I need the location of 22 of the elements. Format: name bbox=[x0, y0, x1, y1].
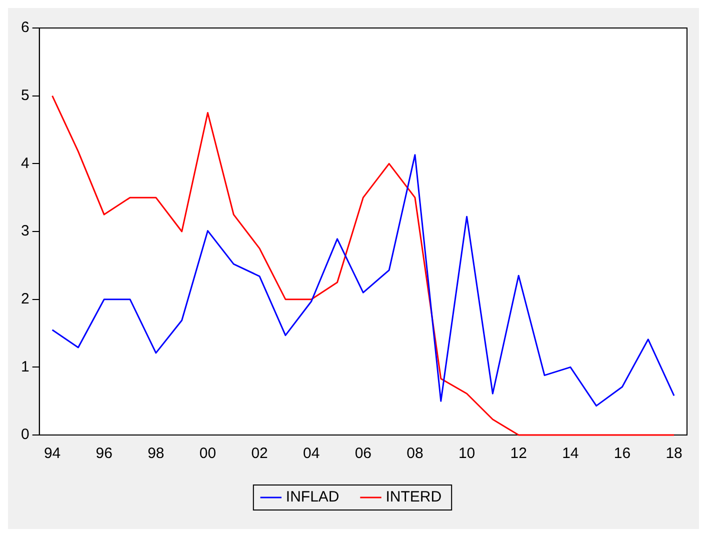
x-tick-label: 10 bbox=[458, 445, 476, 462]
legend-label: INFLAD bbox=[286, 488, 340, 506]
y-tick-label: 0 bbox=[21, 426, 30, 444]
legend-label: INTERD bbox=[386, 488, 442, 506]
x-tick-label: 12 bbox=[510, 445, 527, 462]
x-tick-label: 18 bbox=[666, 445, 682, 462]
x-tick-label: 08 bbox=[406, 445, 424, 462]
x-tick-label: 06 bbox=[354, 445, 372, 462]
x-tick-label: 98 bbox=[148, 445, 164, 462]
y-tick-label: 3 bbox=[21, 222, 30, 240]
y-tick-label: 4 bbox=[21, 154, 30, 172]
y-tick-label: 1 bbox=[21, 358, 30, 376]
x-tick-label: 00 bbox=[199, 445, 216, 462]
y-tick-label: 6 bbox=[21, 19, 30, 36]
x-tick-label: 02 bbox=[251, 445, 268, 462]
x-tick-label: 14 bbox=[562, 445, 579, 462]
x-tick-label: 04 bbox=[303, 445, 320, 462]
x-tick-label: 94 bbox=[44, 445, 61, 462]
y-tick-label: 2 bbox=[21, 290, 30, 308]
y-tick-label: 5 bbox=[21, 86, 30, 104]
x-tick-label: 16 bbox=[614, 445, 631, 462]
x-tick-label: 96 bbox=[96, 445, 112, 462]
